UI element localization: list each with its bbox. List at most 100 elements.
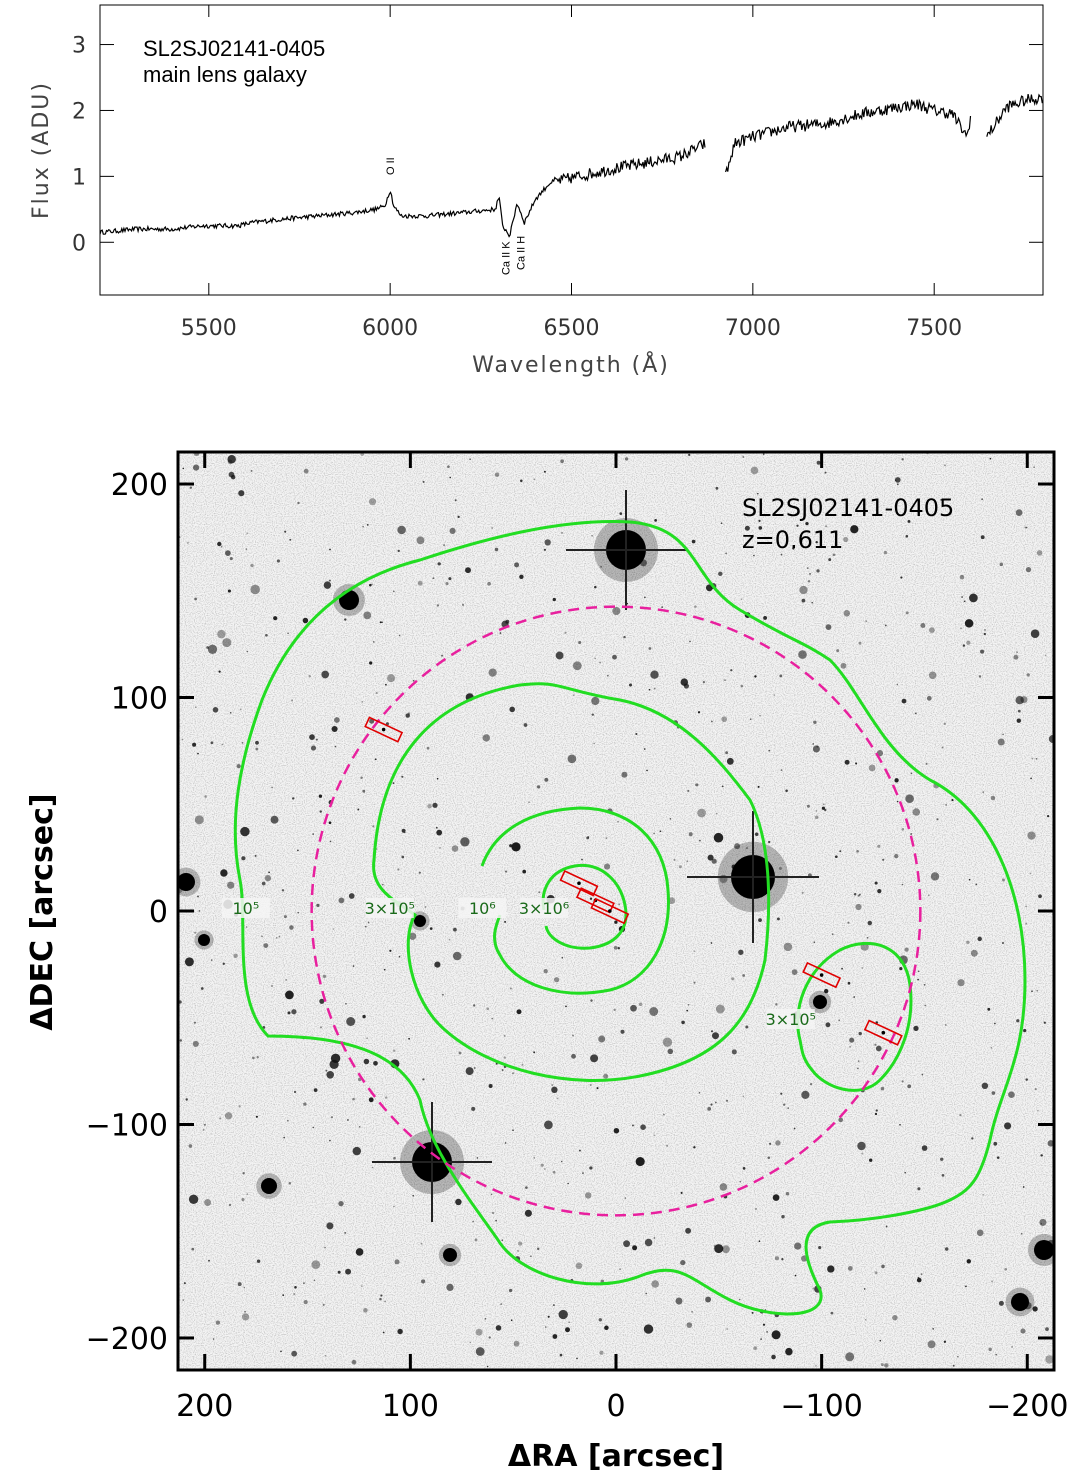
faint-source <box>806 567 809 569</box>
faint-source <box>292 797 295 800</box>
faint-source <box>319 998 325 1004</box>
faint-source <box>645 1292 648 1295</box>
faint-source <box>241 1313 250 1321</box>
faint-source <box>1027 831 1036 840</box>
faint-source <box>250 469 253 472</box>
faint-source <box>753 554 755 557</box>
faint-source <box>393 1205 395 1208</box>
faint-source <box>312 833 315 835</box>
slit-target <box>819 973 824 977</box>
faint-source <box>291 1350 298 1357</box>
faint-source <box>473 1004 476 1007</box>
faint-source <box>182 467 185 470</box>
faint-source <box>185 1098 188 1101</box>
contour-label: 3×10⁵ <box>766 1010 816 1029</box>
faint-source <box>461 603 465 606</box>
faint-source <box>520 479 523 483</box>
faint-source <box>1025 922 1028 925</box>
faint-source <box>397 549 400 553</box>
faint-source <box>555 651 564 660</box>
faint-source <box>900 576 903 579</box>
faint-source <box>238 490 245 497</box>
faint-source <box>371 1166 374 1169</box>
faint-source <box>762 453 765 456</box>
faint-source <box>758 918 762 922</box>
faint-source <box>551 1086 558 1094</box>
faint-source <box>1032 1306 1038 1312</box>
faint-source <box>940 499 943 501</box>
faint-source <box>783 1103 786 1106</box>
faint-source <box>194 931 197 934</box>
faint-source <box>504 920 507 923</box>
faint-source <box>687 789 690 792</box>
star-halo <box>194 930 214 950</box>
faint-source <box>713 832 724 843</box>
faint-source <box>500 1303 503 1306</box>
faint-source <box>984 629 986 631</box>
faint-source <box>432 577 435 580</box>
faint-source <box>364 925 367 928</box>
faint-source <box>245 548 248 550</box>
faint-source <box>649 1007 659 1016</box>
bright-star <box>443 1248 457 1262</box>
slit-target <box>608 909 612 913</box>
faint-source <box>698 1092 701 1094</box>
faint-source <box>606 674 609 677</box>
faint-source <box>494 547 499 552</box>
faint-source <box>882 858 885 861</box>
faint-source <box>849 1037 855 1043</box>
faint-source <box>758 519 761 523</box>
faint-source <box>572 661 582 671</box>
faint-source <box>768 749 771 752</box>
faint-source <box>982 1194 984 1196</box>
faint-source <box>905 535 909 538</box>
faint-source <box>367 921 370 924</box>
faint-source <box>212 707 219 713</box>
faint-source <box>825 525 828 528</box>
faint-source <box>197 752 199 755</box>
faint-source <box>324 1246 326 1249</box>
faint-source <box>517 1250 519 1252</box>
faint-source <box>1015 509 1023 516</box>
faint-source <box>845 1352 855 1362</box>
faint-source <box>241 742 244 744</box>
faint-source <box>540 1163 544 1167</box>
faint-source <box>271 786 274 789</box>
faint-source <box>408 1037 410 1040</box>
faint-source <box>417 580 423 586</box>
faint-source <box>420 1242 423 1245</box>
faint-source <box>697 711 701 714</box>
faint-source <box>352 965 355 967</box>
faint-source <box>844 759 850 765</box>
faint-source <box>841 967 844 970</box>
faint-source <box>648 647 652 650</box>
faint-source <box>1024 526 1027 529</box>
faint-source <box>416 536 425 545</box>
faint-source <box>686 1322 693 1328</box>
contour-1e5 <box>233 520 1027 1316</box>
faint-source <box>501 1239 504 1242</box>
faint-source <box>927 894 930 897</box>
faint-source <box>509 987 512 990</box>
faint-source <box>291 1009 297 1015</box>
faint-source <box>917 970 920 973</box>
faint-source <box>261 881 266 886</box>
faint-source <box>265 633 268 637</box>
faint-source <box>901 883 904 886</box>
faint-source <box>311 1260 321 1269</box>
faint-source <box>638 1002 643 1006</box>
faint-source <box>653 1134 656 1137</box>
faint-source <box>387 674 396 683</box>
faint-source <box>215 1320 221 1325</box>
faint-source <box>543 1168 546 1170</box>
faint-source <box>368 1097 374 1103</box>
faint-source <box>688 832 693 837</box>
faint-source <box>896 483 899 486</box>
faint-source <box>959 1113 962 1117</box>
faint-source <box>726 1328 728 1330</box>
faint-source <box>412 1194 415 1197</box>
faint-source <box>287 632 289 635</box>
map-xtick-label: −200 <box>986 1389 1068 1424</box>
faint-source <box>975 883 978 886</box>
faint-source <box>776 917 780 921</box>
